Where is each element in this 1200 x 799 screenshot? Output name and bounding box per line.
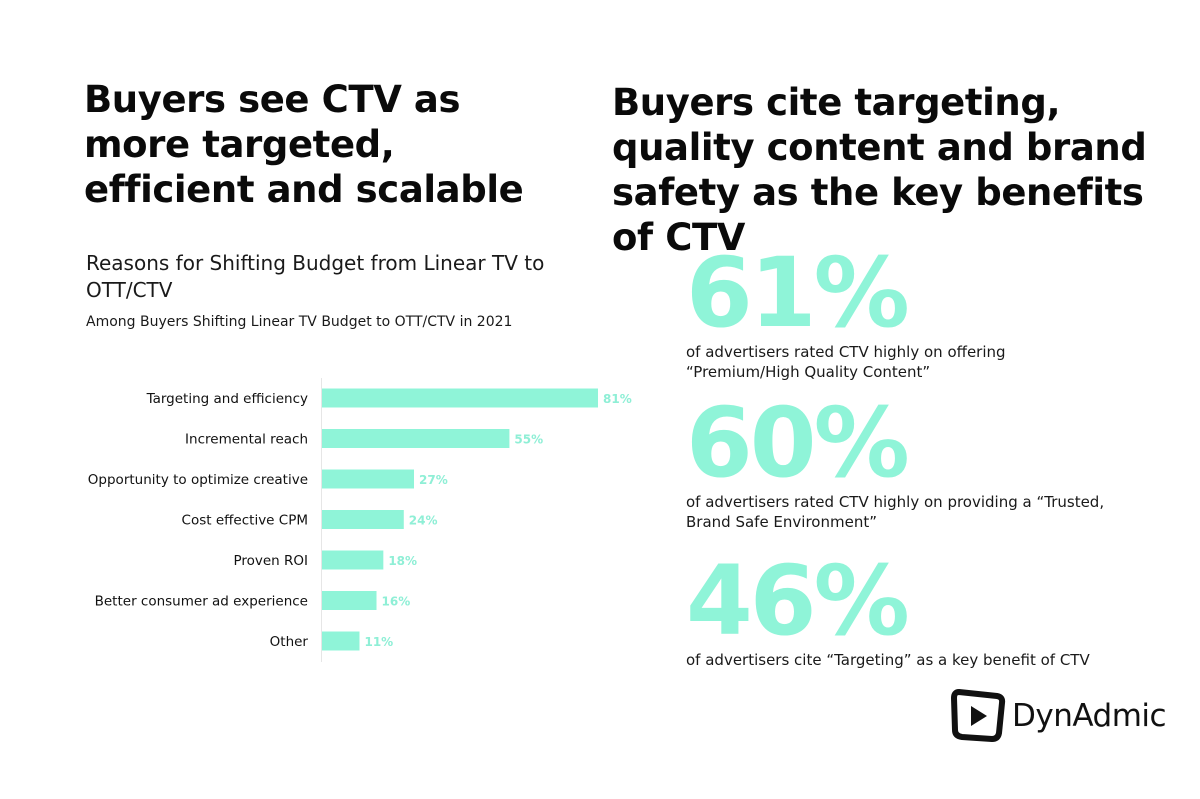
category-label: Cost effective CPM [182,513,308,529]
logo-wordmark: DynAdmic [1012,698,1167,734]
value-label: 16% [382,595,411,609]
bar [322,469,414,489]
value-label: 24% [409,514,438,528]
bar [322,550,384,570]
category-label: Proven ROI [233,553,308,569]
chart-subtitle: Among Buyers Shifting Linear TV Budget t… [86,314,513,330]
value-label: 81% [603,392,632,406]
stat-description: of advertisers cite “Targeting” as a key… [686,651,1090,669]
bar [322,631,360,651]
stat-value: 46% [686,545,910,657]
value-label: 27% [419,473,448,487]
category-label: Targeting and efficiency [146,391,308,407]
bar [322,591,377,610]
category-label: Opportunity to optimize creative [88,472,308,488]
right-headline: Buyers cite targeting, quality content a… [612,81,1147,259]
bar [322,510,404,529]
bar [322,388,598,408]
chart-title: Reasons for Shifting Budget from Linear … [86,251,545,302]
bar [322,429,510,448]
dynadmic-logo: DynAdmic [950,688,1167,744]
stat-targeting: 46% of advertisers cite “Targeting” as a… [686,545,1106,670]
category-label: Better consumer ad experience [95,594,308,610]
play-button-icon [951,689,1006,742]
value-label: 11% [364,635,393,649]
stat-value: 60% [686,387,910,499]
value-label: 18% [388,554,417,568]
stat-brand-safe: 60% of advertisers rated CTV highly on p… [686,387,1106,532]
category-label: Incremental reach [185,432,308,448]
value-label: 55% [514,433,543,447]
bar-chart: Targeting and efficiency 81% Incremental r… [88,378,632,662]
stat-value: 61% [686,237,910,349]
stat-premium-content: 61% of advertisers rated CTV highly on o… [686,237,1106,382]
stat-description: of advertisers rated CTV highly on provi… [686,493,1105,531]
category-label: Other [270,634,309,650]
stat-description: of advertisers rated CTV highly on offer… [686,343,1006,381]
left-headline: Buyers see CTV as more targeted, efficie… [84,78,524,211]
bars-group: Targeting and efficiency 81% Incremental r… [88,388,632,651]
